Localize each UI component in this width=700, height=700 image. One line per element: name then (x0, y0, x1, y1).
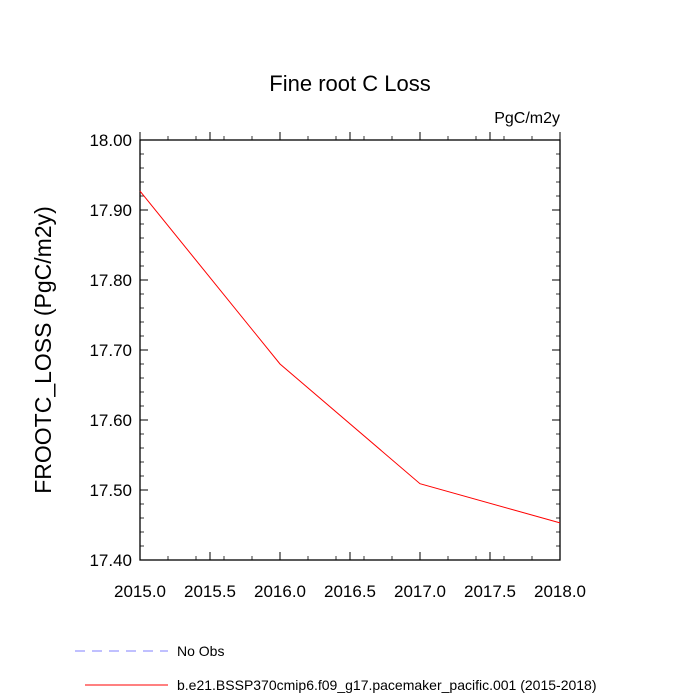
y-axis-ticks: 18.00 17.90 17.80 17.70 17.60 17.50 17.40 (89, 131, 560, 570)
y-axis-label: FROOTC_LOSS (PgC/m2y) (30, 206, 56, 494)
legend-label-0: No Obs (177, 643, 224, 659)
x-tick-label: 2016.0 (254, 582, 306, 601)
y-tick-label: 17.40 (89, 551, 132, 570)
x-tick-label: 2018.0 (534, 582, 586, 601)
x-tick-label: 2015.5 (184, 582, 236, 601)
series-layer (139, 190, 561, 524)
legend: No Obs b.e21.BSSP370cmip6.f09_g17.pacemak… (75, 643, 597, 693)
x-tick-label: 2017.5 (464, 582, 516, 601)
legend-label-1: b.e21.BSSP370cmip6.f09_g17.pacemaker_pac… (177, 677, 597, 693)
y-tick-label: 17.70 (89, 341, 132, 360)
y-tick-label: 18.00 (89, 131, 132, 150)
x-axis-ticks: 2015.0 2015.5 2016.0 2016.5 2017.0 2017.5 2018… (114, 132, 586, 601)
plot-frame (139, 139, 561, 561)
y-tick-label: 17.60 (89, 411, 132, 430)
x-tick-label: 2017.0 (394, 582, 446, 601)
chart-title: Fine root C Loss (269, 71, 430, 96)
series-line-1 (139, 190, 561, 524)
y-tick-label: 17.80 (89, 271, 132, 290)
plot-area (139, 139, 561, 561)
x-tick-label: 2016.5 (324, 582, 376, 601)
units-label: PgC/m2y (494, 110, 560, 127)
x-tick-label: 2015.0 (114, 582, 166, 601)
y-tick-label: 17.90 (89, 201, 132, 220)
y-tick-label: 17.50 (89, 481, 132, 500)
